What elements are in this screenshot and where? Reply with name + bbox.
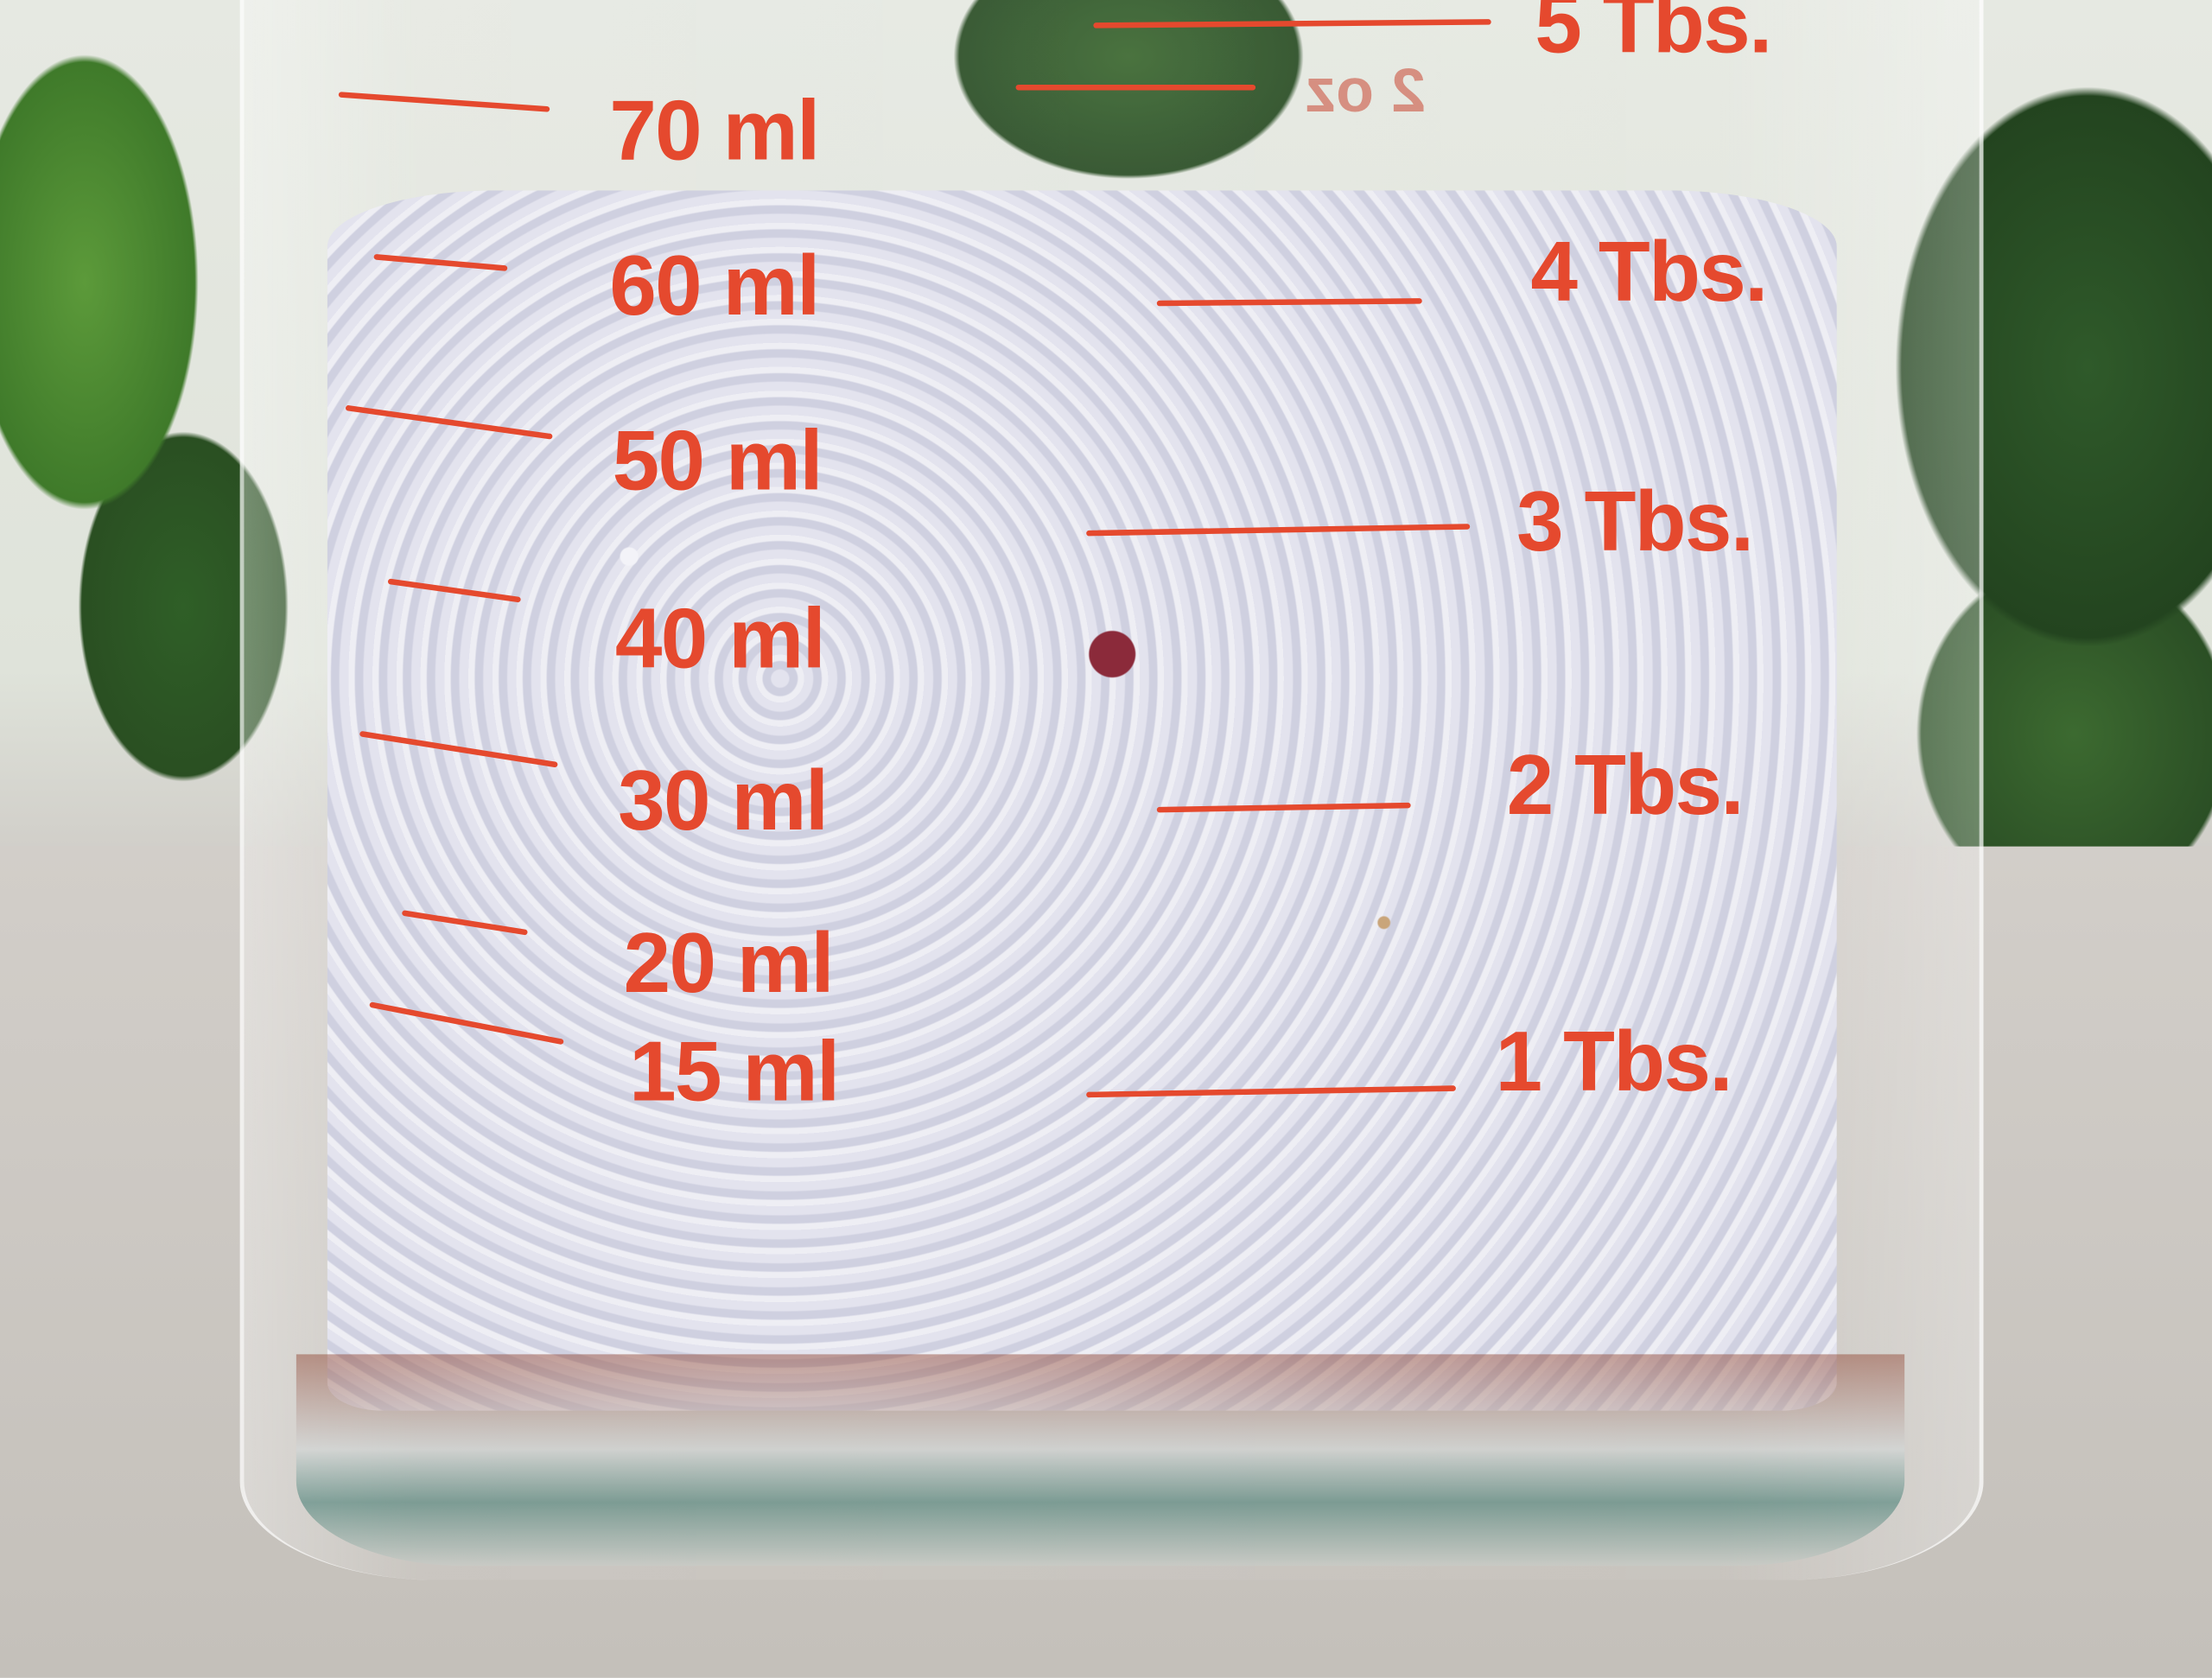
oz-label-mirrored: 2 oz — [1305, 56, 1426, 126]
tbs-tick — [1015, 84, 1256, 91]
tbs-label: 4 Tbs. — [1530, 224, 1768, 319]
tbs-label: 2 Tbs. — [1506, 737, 1745, 833]
ml-label: 20 ml — [623, 915, 835, 1011]
tbs-label: 3 Tbs. — [1516, 474, 1754, 569]
ml-label: 30 ml — [618, 753, 829, 849]
glass-base — [296, 1354, 1905, 1567]
ml-label: 50 ml — [612, 413, 823, 508]
ml-label: 70 ml — [609, 83, 820, 178]
tbs-label: 5 Tbs. — [1535, 0, 1772, 71]
crushed-stone — [327, 190, 1837, 1411]
ml-label: 40 ml — [614, 591, 826, 686]
tbs-label: 1 Tbs. — [1495, 1014, 1733, 1109]
ml-label: 60 ml — [609, 238, 820, 334]
ml-label: 15 ml — [629, 1024, 840, 1119]
